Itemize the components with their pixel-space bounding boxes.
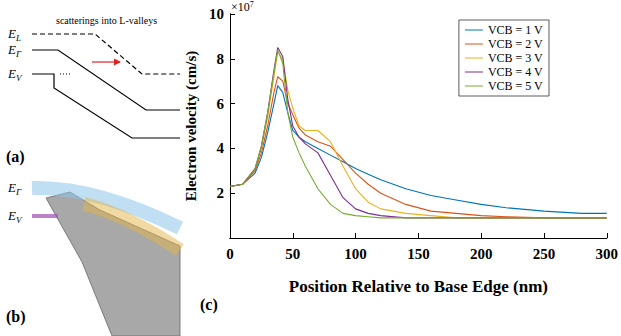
svg-text:scatterings into L-valleys: scatterings into L-valleys <box>56 15 157 26</box>
svg-text:(b): (b) <box>6 308 26 326</box>
svg-text:VCB = 5 V: VCB = 5 V <box>488 79 543 93</box>
svg-text:100: 100 <box>344 246 367 262</box>
svg-text:2: 2 <box>217 185 225 201</box>
svg-text:150: 150 <box>407 246 430 262</box>
svg-text:0: 0 <box>226 246 234 262</box>
svg-text:4: 4 <box>217 140 225 156</box>
svg-text:10: 10 <box>209 6 224 22</box>
svg-text:EV: EV <box>7 66 23 83</box>
svg-text:VCB = 3 V: VCB = 3 V <box>488 51 543 65</box>
svg-text:EΓ: EΓ <box>7 42 22 59</box>
svg-text:7: 7 <box>250 0 254 9</box>
svg-text:250: 250 <box>533 246 556 262</box>
svg-text:Electron velocity (cm/s): Electron velocity (cm/s) <box>183 51 200 202</box>
svg-text:EV: EV <box>7 208 23 225</box>
svg-text:EL: EL <box>7 26 21 43</box>
svg-text:VCB = 4 V: VCB = 4 V <box>488 65 543 79</box>
svg-text:Position Relative to Base Edge: Position Relative to Base Edge (nm) <box>289 277 548 296</box>
svg-text:200: 200 <box>470 246 493 262</box>
svg-text:VCB = 1 V: VCB = 1 V <box>488 23 543 37</box>
svg-text:50: 50 <box>285 246 300 262</box>
svg-text:EΓ: EΓ <box>7 180 22 197</box>
svg-text:(a): (a) <box>6 148 25 166</box>
svg-text:(c): (c) <box>200 296 218 314</box>
svg-text:8: 8 <box>217 51 225 67</box>
svg-text:×10: ×10 <box>231 0 250 14</box>
svg-text:VCB = 2 V: VCB = 2 V <box>488 37 543 51</box>
svg-text:6: 6 <box>217 96 225 112</box>
svg-text:300: 300 <box>596 246 619 262</box>
